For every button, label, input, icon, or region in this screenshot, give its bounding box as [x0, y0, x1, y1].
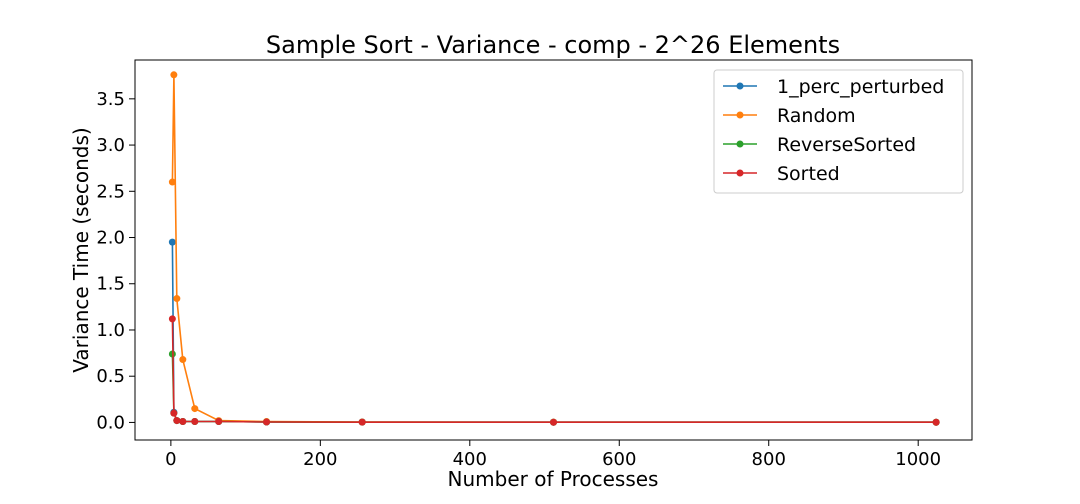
legend-box	[713, 69, 964, 194]
y-tick-label: 3.5	[96, 89, 125, 110]
data-point	[191, 405, 199, 413]
y-axis: 0.0 0.5 1.0 1.5 2.0 2.5 3.0 3.5	[96, 89, 135, 433]
legend-item: Random	[723, 105, 856, 127]
y-tick-label: 2.5	[96, 181, 125, 202]
data-point	[932, 418, 940, 426]
y-tick-label: 1.0	[96, 320, 125, 341]
y-tick-label: 0.5	[96, 366, 125, 387]
y-tick-label: 0.0	[96, 412, 125, 433]
data-point	[170, 71, 178, 79]
legend-marker	[736, 111, 744, 119]
data-point	[168, 238, 176, 246]
legend-marker	[736, 140, 744, 148]
data-point	[179, 356, 187, 364]
legend-item: Sorted	[723, 163, 840, 185]
x-axis-label: Number of Processes	[448, 467, 659, 491]
data-point	[191, 418, 199, 426]
data-point	[179, 418, 187, 426]
data-point	[358, 418, 366, 426]
series-layer	[168, 71, 940, 426]
data-point	[168, 315, 176, 323]
data-point	[263, 418, 271, 426]
data-point	[550, 418, 557, 426]
legend-item: 1_perc_perturbed	[723, 76, 944, 98]
legend-label: Random	[777, 105, 856, 127]
legend-label: 1_perc_perturbed	[777, 76, 944, 98]
legend-marker	[736, 82, 744, 90]
y-tick-label: 1.5	[96, 274, 125, 295]
x-tick-label: 400	[453, 449, 487, 470]
legend-label: Sorted	[777, 163, 840, 185]
legend-item: ReverseSorted	[723, 134, 916, 156]
chart-title: Sample Sort - Variance - comp - 2^26 Ele…	[266, 31, 840, 59]
x-tick-label: 0	[165, 449, 176, 470]
data-point	[215, 418, 223, 426]
data-point	[173, 417, 181, 425]
series-sorted	[168, 315, 940, 426]
legend-marker	[736, 169, 744, 177]
data-point	[170, 409, 178, 417]
legend: 1_perc_perturbed Random ReverseSorted Sorte…	[713, 69, 964, 194]
y-axis-label: Variance Time (seconds)	[69, 127, 93, 372]
legend-label: ReverseSorted	[777, 134, 916, 156]
data-point	[168, 178, 176, 186]
x-axis: 0 200 400 600 800 1000	[165, 440, 941, 470]
data-point	[173, 295, 181, 303]
y-tick-label: 2.0	[96, 228, 125, 249]
series-line	[171, 318, 937, 424]
x-tick-label: 600	[602, 449, 636, 470]
x-tick-label: 200	[303, 449, 337, 470]
x-tick-label: 1000	[895, 449, 941, 470]
y-tick-label: 3.0	[96, 135, 125, 156]
x-tick-label: 800	[752, 449, 786, 470]
